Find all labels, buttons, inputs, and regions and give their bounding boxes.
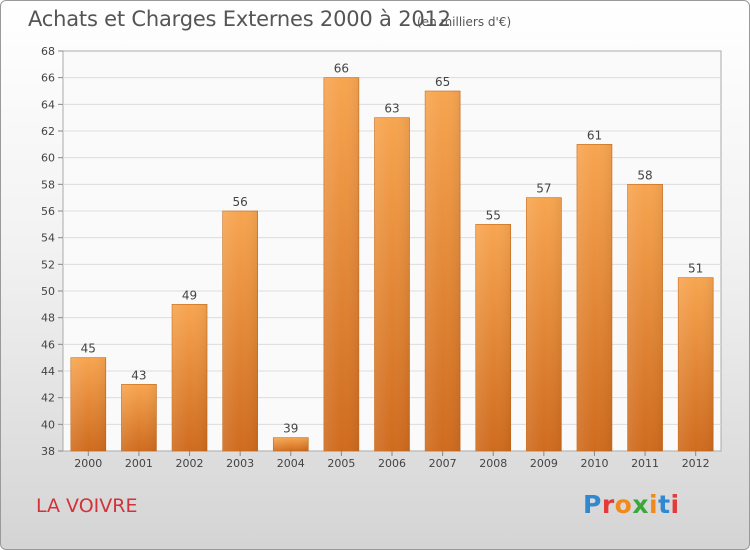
y-tick-label: 44 [41,365,55,378]
data-label: 39 [283,422,298,436]
x-tick-label: 2003 [226,457,254,470]
logo-letter: i [649,490,659,519]
bar-shine [425,91,461,451]
x-tick-label: 2000 [74,457,102,470]
proxiti-logo: Proxiti [583,490,680,519]
bars [70,77,714,452]
logo-letter: x [632,490,649,519]
x-tick-label: 2001 [125,457,153,470]
logo-letter: r [601,490,615,519]
bar-shine [121,384,157,451]
y-tick-label: 68 [41,45,55,58]
data-label: 45 [81,342,96,356]
y-tick-label: 54 [41,232,55,245]
y-tick-label: 56 [41,205,55,218]
town-name: LA VOIVRE [36,495,138,517]
y-tick-label: 58 [41,178,55,191]
data-label: 66 [334,62,349,76]
data-label: 56 [233,195,248,209]
y-tick-label: 46 [41,338,55,351]
y-tick-label: 60 [41,152,55,165]
bar-shine [222,211,258,451]
bar-shine [627,184,663,452]
logo-letter: P [583,490,602,519]
y-tick-label: 62 [41,125,55,138]
data-label: 61 [587,128,602,142]
y-tick-label: 52 [41,258,55,271]
x-tick-label: 2004 [277,457,305,470]
y-tick-label: 38 [41,445,55,458]
data-label: 43 [131,368,146,382]
y-tick-label: 42 [41,392,55,405]
chart-unit-label: (en milliers d'€) [417,15,512,29]
y-tick-label: 50 [41,285,55,298]
bar-shine [678,277,714,451]
x-tick-label: 2007 [429,457,457,470]
x-tick-label: 2009 [530,457,558,470]
bar-shine [273,437,309,451]
data-label: 55 [486,208,501,222]
bar-shine [172,304,208,451]
x-axis: 2000 2001 2002 2003 2004 2005 2006 2007 2008 2009… [74,451,710,470]
x-tick-label: 2002 [176,457,204,470]
y-tick-label: 64 [41,98,55,111]
x-tick-label: 2005 [327,457,355,470]
x-tick-label: 2006 [378,457,406,470]
chart-title: Achats et Charges Externes 2000 à 2012 [28,7,451,31]
bar-shine [475,224,511,451]
logo-letter: o [614,490,633,519]
y-axis: 38 40 42 44 46 48 50 52 54 56 58 60 62 64 66 68 [41,45,63,458]
data-label: 49 [182,288,197,302]
x-tick-label: 2012 [682,457,710,470]
data-label: 58 [637,168,652,182]
data-label: 63 [384,102,399,116]
y-tick-label: 40 [41,418,55,431]
data-label: 65 [435,75,450,89]
logo-letter: i [670,490,680,519]
bar-shine [70,357,106,451]
bar-shine [526,197,562,451]
y-tick-label: 48 [41,312,55,325]
x-tick-label: 2010 [580,457,608,470]
logo-letter: t [658,490,671,519]
y-tick-label: 66 [41,72,55,85]
data-labels: 45 43 49 56 39 66 63 65 55 57 61 58 51 [81,62,704,436]
data-label: 57 [536,182,551,196]
bar-shine [576,144,612,452]
bar-shine [374,117,410,452]
x-tick-label: 2011 [631,457,659,470]
bar-shine [323,77,359,452]
data-label: 51 [688,262,703,276]
x-tick-label: 2008 [479,457,507,470]
